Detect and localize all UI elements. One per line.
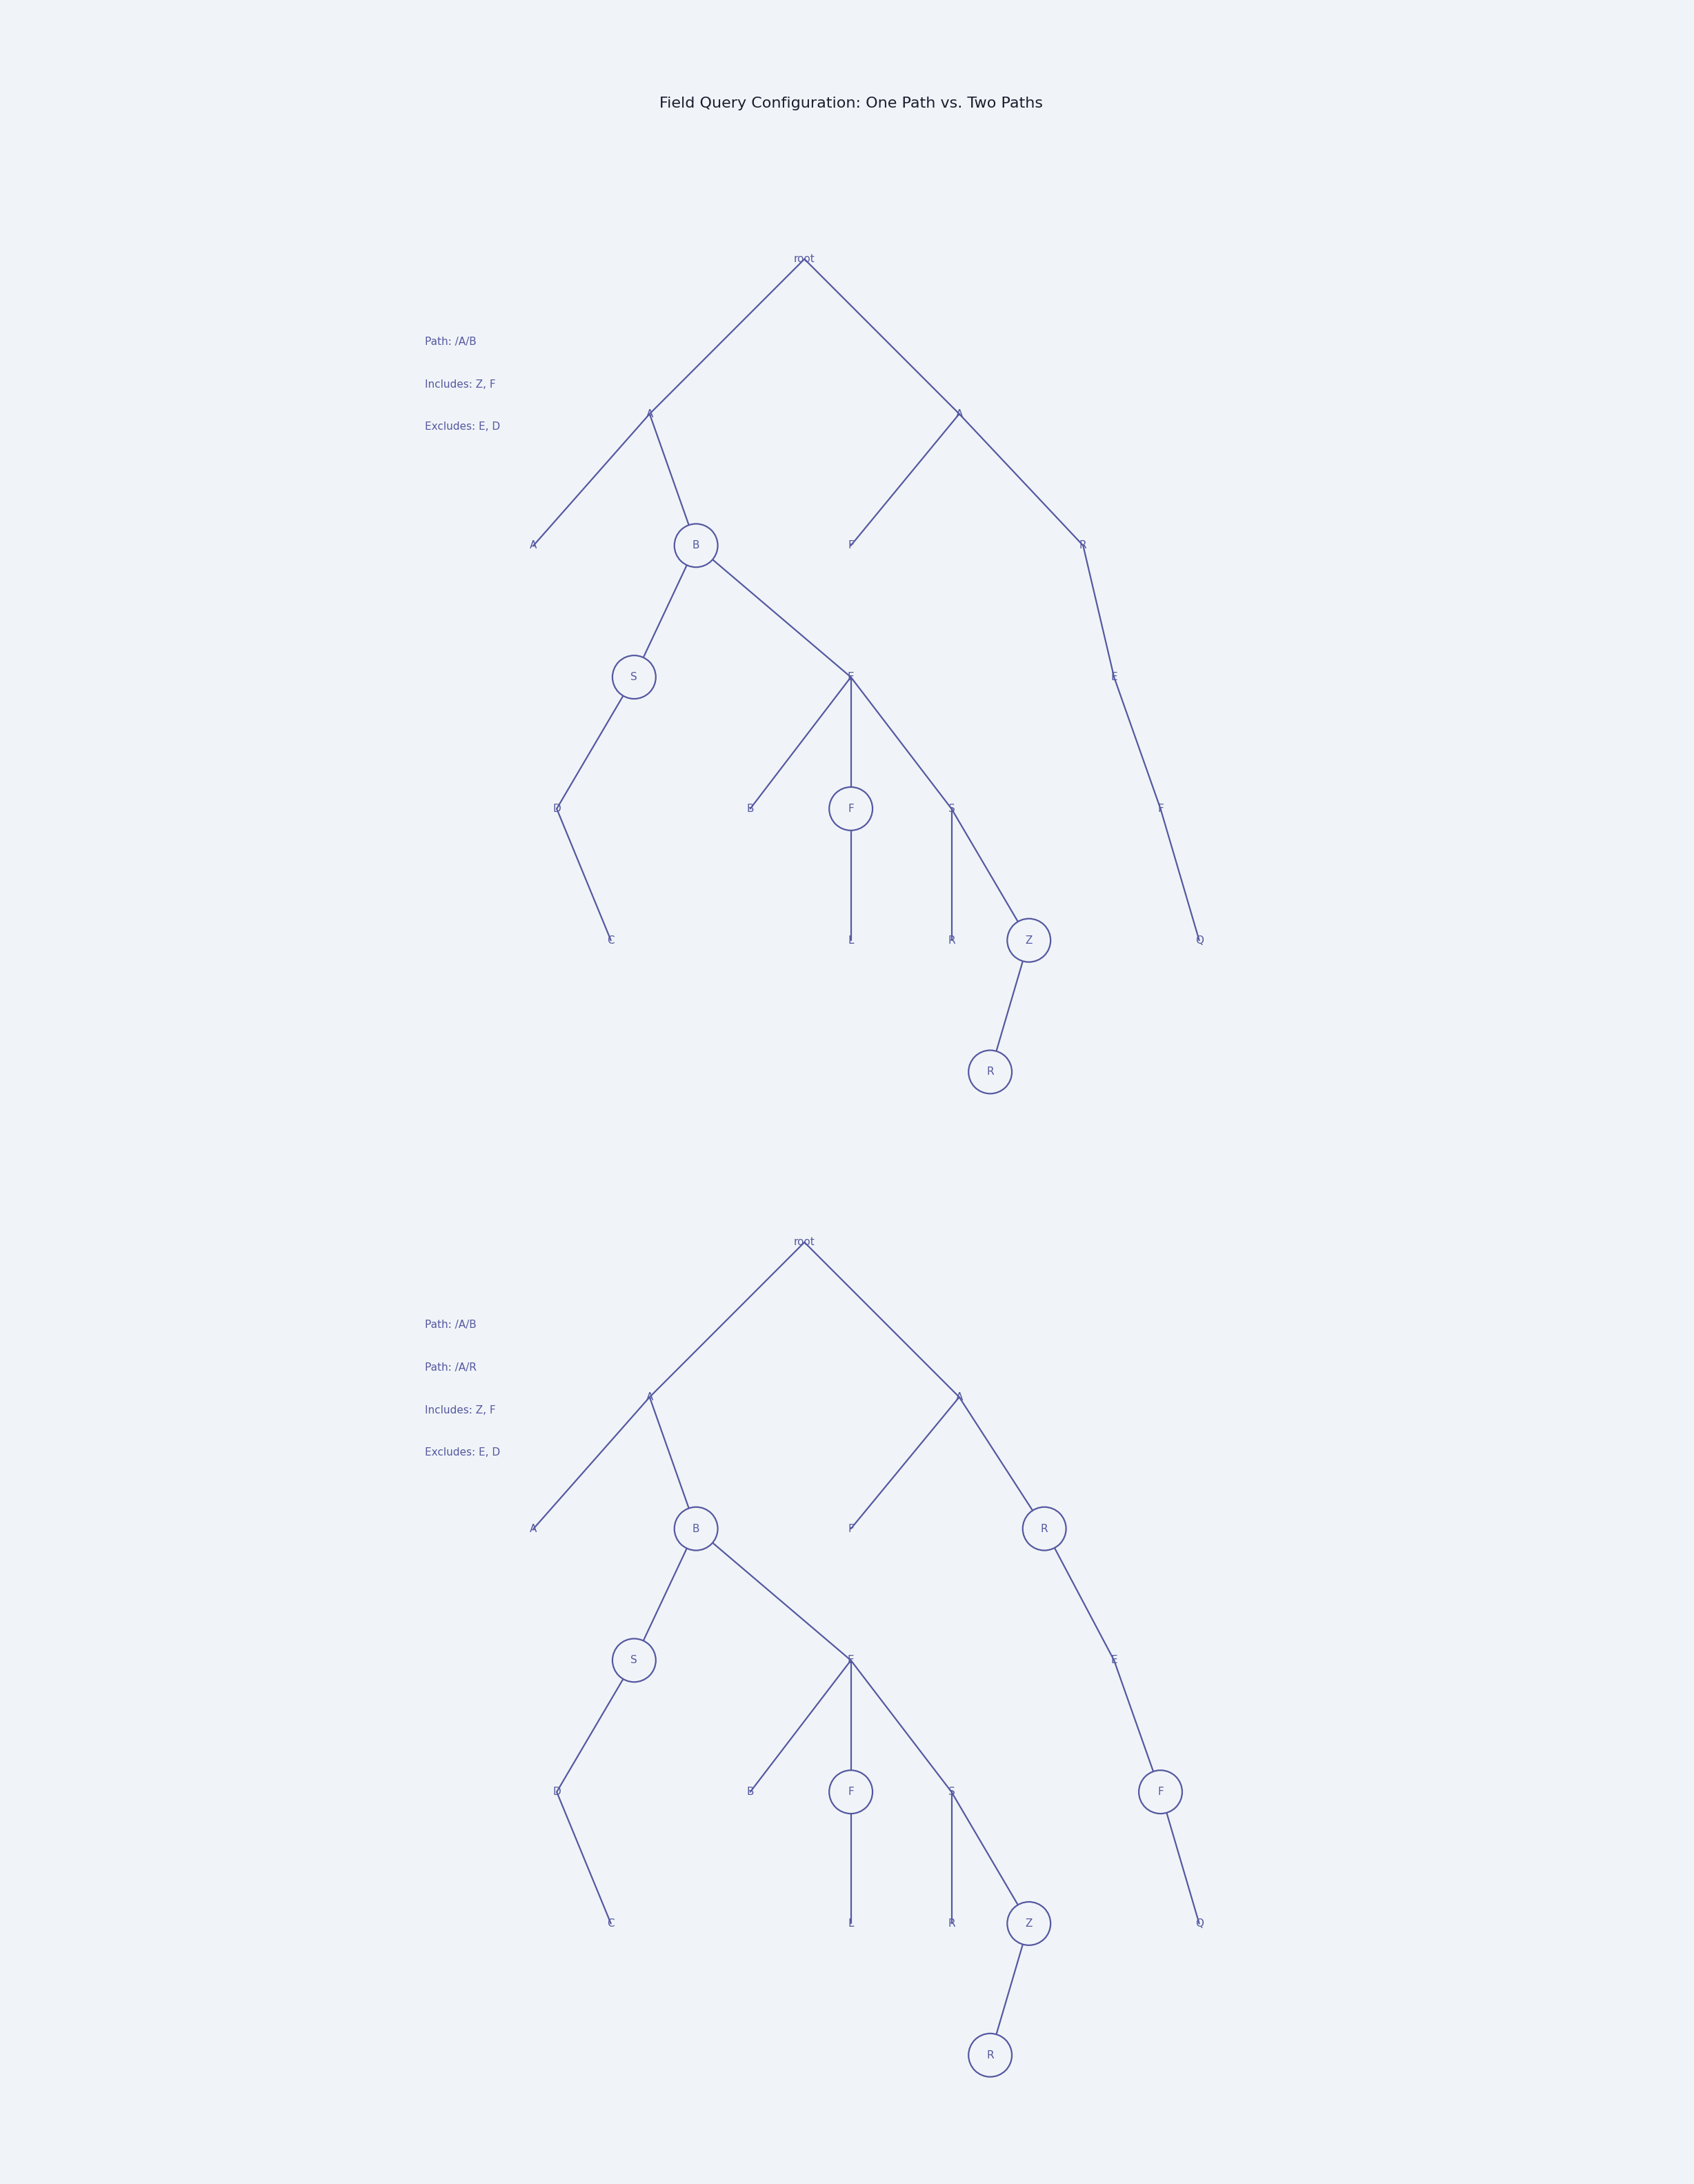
Circle shape [1138, 1771, 1182, 1813]
Circle shape [1008, 919, 1050, 961]
Text: F: F [1157, 804, 1164, 815]
Text: A: A [955, 1391, 962, 1402]
Text: F: F [849, 804, 854, 815]
Circle shape [674, 524, 718, 568]
Text: E: E [1111, 1655, 1118, 1666]
Text: D: D [552, 1787, 561, 1797]
Text: A: A [645, 408, 654, 419]
Text: Path: /A/B: Path: /A/B [425, 1319, 476, 1330]
Text: F: F [849, 1787, 854, 1797]
Text: C: C [606, 1918, 615, 1928]
Text: B: B [693, 1524, 700, 1533]
Text: root: root [794, 253, 815, 264]
Text: F: F [849, 539, 854, 550]
Circle shape [828, 1771, 872, 1813]
Text: E: E [847, 1655, 854, 1666]
Circle shape [1023, 1507, 1066, 1551]
Text: S: S [630, 1655, 637, 1666]
Circle shape [674, 1507, 718, 1551]
Circle shape [613, 1638, 656, 1682]
Text: R: R [1040, 1524, 1049, 1533]
Text: E: E [1111, 673, 1118, 681]
Text: L: L [849, 935, 854, 946]
Text: C: C [606, 935, 615, 946]
Text: Excludes: E, D: Excludes: E, D [425, 1448, 500, 1457]
Circle shape [1008, 1902, 1050, 1946]
Text: F: F [1157, 1787, 1164, 1797]
Text: Q: Q [1194, 935, 1203, 946]
Text: B: B [747, 804, 754, 815]
Text: A: A [955, 408, 962, 419]
Text: R: R [986, 1066, 994, 1077]
Text: Path: /A/R: Path: /A/R [425, 1363, 476, 1372]
Text: Field Query Configuration: One Path vs. Two Paths: Field Query Configuration: One Path vs. … [659, 96, 1042, 109]
Text: Z: Z [1025, 935, 1032, 946]
Text: A: A [645, 1391, 654, 1402]
Text: Z: Z [1025, 1918, 1032, 1928]
Text: R: R [949, 935, 955, 946]
Text: S: S [949, 804, 955, 815]
Text: S: S [949, 1787, 955, 1797]
Circle shape [969, 2033, 1011, 2077]
Text: R: R [1079, 539, 1088, 550]
Text: S: S [630, 673, 637, 681]
Text: L: L [849, 1918, 854, 1928]
Text: A: A [530, 1524, 537, 1533]
Text: F: F [849, 1524, 854, 1533]
Text: A: A [530, 539, 537, 550]
Text: Excludes: E, D: Excludes: E, D [425, 422, 500, 432]
Text: R: R [949, 1918, 955, 1928]
Text: Includes: Z, F: Includes: Z, F [425, 380, 496, 389]
Text: Includes: Z, F: Includes: Z, F [425, 1404, 496, 1415]
Circle shape [969, 1051, 1011, 1094]
Text: R: R [986, 2051, 994, 2060]
Text: E: E [847, 673, 854, 681]
Text: root: root [794, 1236, 815, 1247]
Text: Q: Q [1194, 1918, 1203, 1928]
Text: B: B [693, 539, 700, 550]
Circle shape [828, 786, 872, 830]
Text: B: B [747, 1787, 754, 1797]
Circle shape [613, 655, 656, 699]
Text: D: D [552, 804, 561, 815]
Text: Path: /A/B: Path: /A/B [425, 336, 476, 347]
